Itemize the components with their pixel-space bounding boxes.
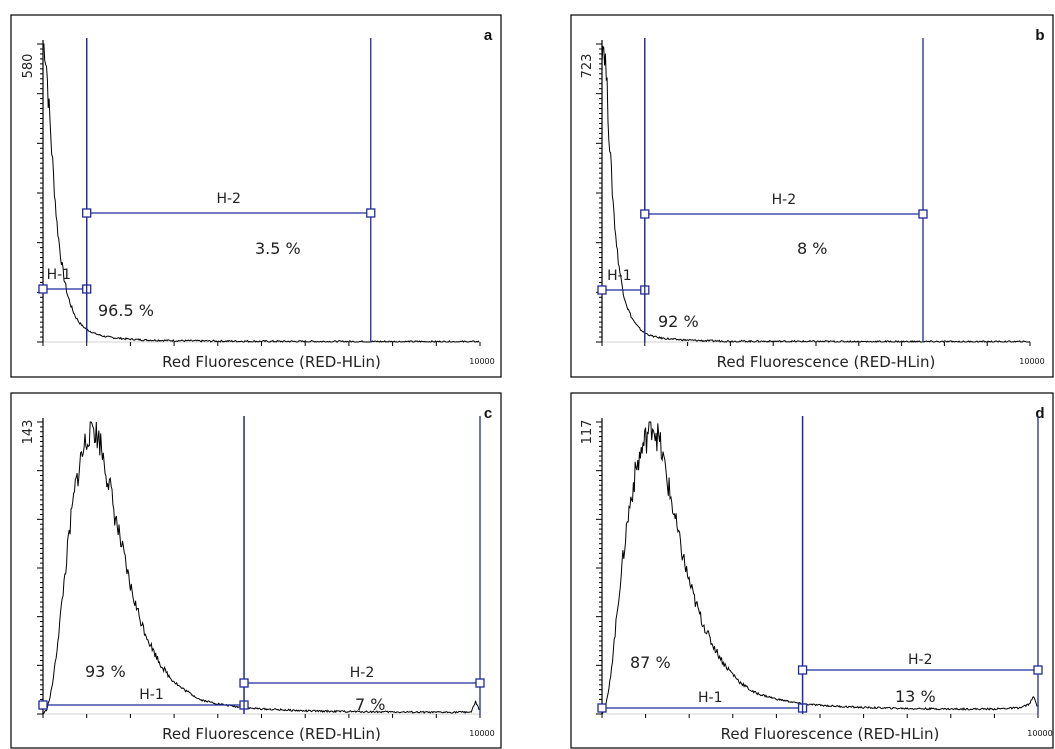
- y-max-label-c: 143: [21, 420, 36, 445]
- gate-name-h-1-c: H-1: [139, 687, 164, 703]
- x-max-label-b: 10000: [1019, 357, 1044, 366]
- gate-handle-c: [38, 700, 48, 710]
- panel-frame-c: [10, 392, 502, 749]
- panel-letter-a: a: [484, 27, 493, 44]
- gate-percent-h-2-b: 8 %: [797, 239, 827, 258]
- gate-handle-a: [366, 208, 376, 218]
- gate-percent-h-2-a: 3.5 %: [255, 239, 301, 258]
- histogram-panel-a: a 580 Red Fluorescence (RED-HLin) 10000 H-1 9…: [10, 14, 502, 378]
- gate-handle-b: [918, 209, 928, 219]
- x-max-label-d: 10000: [1027, 729, 1052, 738]
- histogram-panel-d: d 117 Red Fluorescence (RED-HLin) 10000 H-1 8…: [570, 392, 1054, 749]
- gate-handle-c: [475, 678, 485, 688]
- y-max-label-b: 723: [580, 54, 595, 79]
- y-max-label-d: 117: [580, 420, 595, 445]
- x-max-label-c: 10000: [469, 729, 494, 738]
- panel-letter-d: d: [1035, 405, 1044, 422]
- gate-name-h-2-c: H-2: [350, 665, 375, 681]
- panel-letter-c: c: [484, 405, 492, 422]
- panel-frame-b: [570, 14, 1054, 378]
- histogram-panel-c: c 143 Red Fluorescence (RED-HLin) 10000 H-1 9…: [10, 392, 502, 749]
- gate-percent-h-1-b: 92 %: [658, 312, 699, 331]
- x-axis-label-c: Red Fluorescence (RED-HLin): [162, 725, 381, 743]
- histogram-svg-c: c 143 Red Fluorescence (RED-HLin) 10000 H-1 9…: [10, 392, 502, 749]
- histogram-trace-d: [601, 421, 1038, 715]
- gate-handle-b: [597, 285, 607, 295]
- gate-name-h-2-b: H-2: [772, 192, 797, 208]
- gate-handle-a: [38, 284, 48, 294]
- histogram-trace-a: [42, 43, 480, 343]
- x-axis-label-d: Red Fluorescence (RED-HLin): [721, 725, 940, 743]
- gate-name-h-2-a: H-2: [216, 191, 241, 207]
- gate-name-h-1-b: H-1: [607, 268, 632, 284]
- histogram-panel-b: b 723 Red Fluorescence (RED-HLin) 10000 H-1 9…: [570, 14, 1054, 378]
- histogram-trace-c: [42, 421, 480, 715]
- y-max-label-a: 580: [21, 54, 36, 79]
- histogram-trace-b: [601, 45, 1031, 343]
- gate-percent-h-1-a: 96.5 %: [98, 301, 154, 320]
- gate-name-h-2-d: H-2: [908, 652, 933, 668]
- x-axis-label-b: Red Fluorescence (RED-HLin): [717, 353, 936, 371]
- gate-name-h-1-a: H-1: [47, 267, 72, 283]
- x-axis-label-a: Red Fluorescence (RED-HLin): [162, 353, 381, 371]
- gate-percent-h-2-c: 7 %: [355, 695, 385, 714]
- histogram-svg-d: d 117 Red Fluorescence (RED-HLin) 10000 H-1 8…: [570, 392, 1054, 749]
- panel-frame-a: [10, 14, 502, 378]
- gate-percent-h-2-d: 13 %: [895, 687, 936, 706]
- gate-handle-d: [1033, 665, 1043, 675]
- gate-handle-b: [640, 209, 650, 219]
- gate-handle-a: [82, 208, 92, 218]
- gate-handle-d: [597, 703, 607, 713]
- gate-handle-c: [239, 678, 249, 688]
- histogram-svg-b: b 723 Red Fluorescence (RED-HLin) 10000 H-1 9…: [570, 14, 1054, 378]
- x-max-label-a: 10000: [469, 357, 494, 366]
- panel-frame-d: [570, 392, 1054, 749]
- histogram-svg-a: a 580 Red Fluorescence (RED-HLin) 10000 H-1 9…: [10, 14, 502, 378]
- panel-letter-b: b: [1035, 27, 1044, 44]
- gate-percent-h-1-c: 93 %: [85, 662, 126, 681]
- gate-handle-d: [797, 665, 808, 675]
- gate-percent-h-1-d: 87 %: [630, 653, 671, 672]
- gate-name-h-1-d: H-1: [698, 690, 723, 706]
